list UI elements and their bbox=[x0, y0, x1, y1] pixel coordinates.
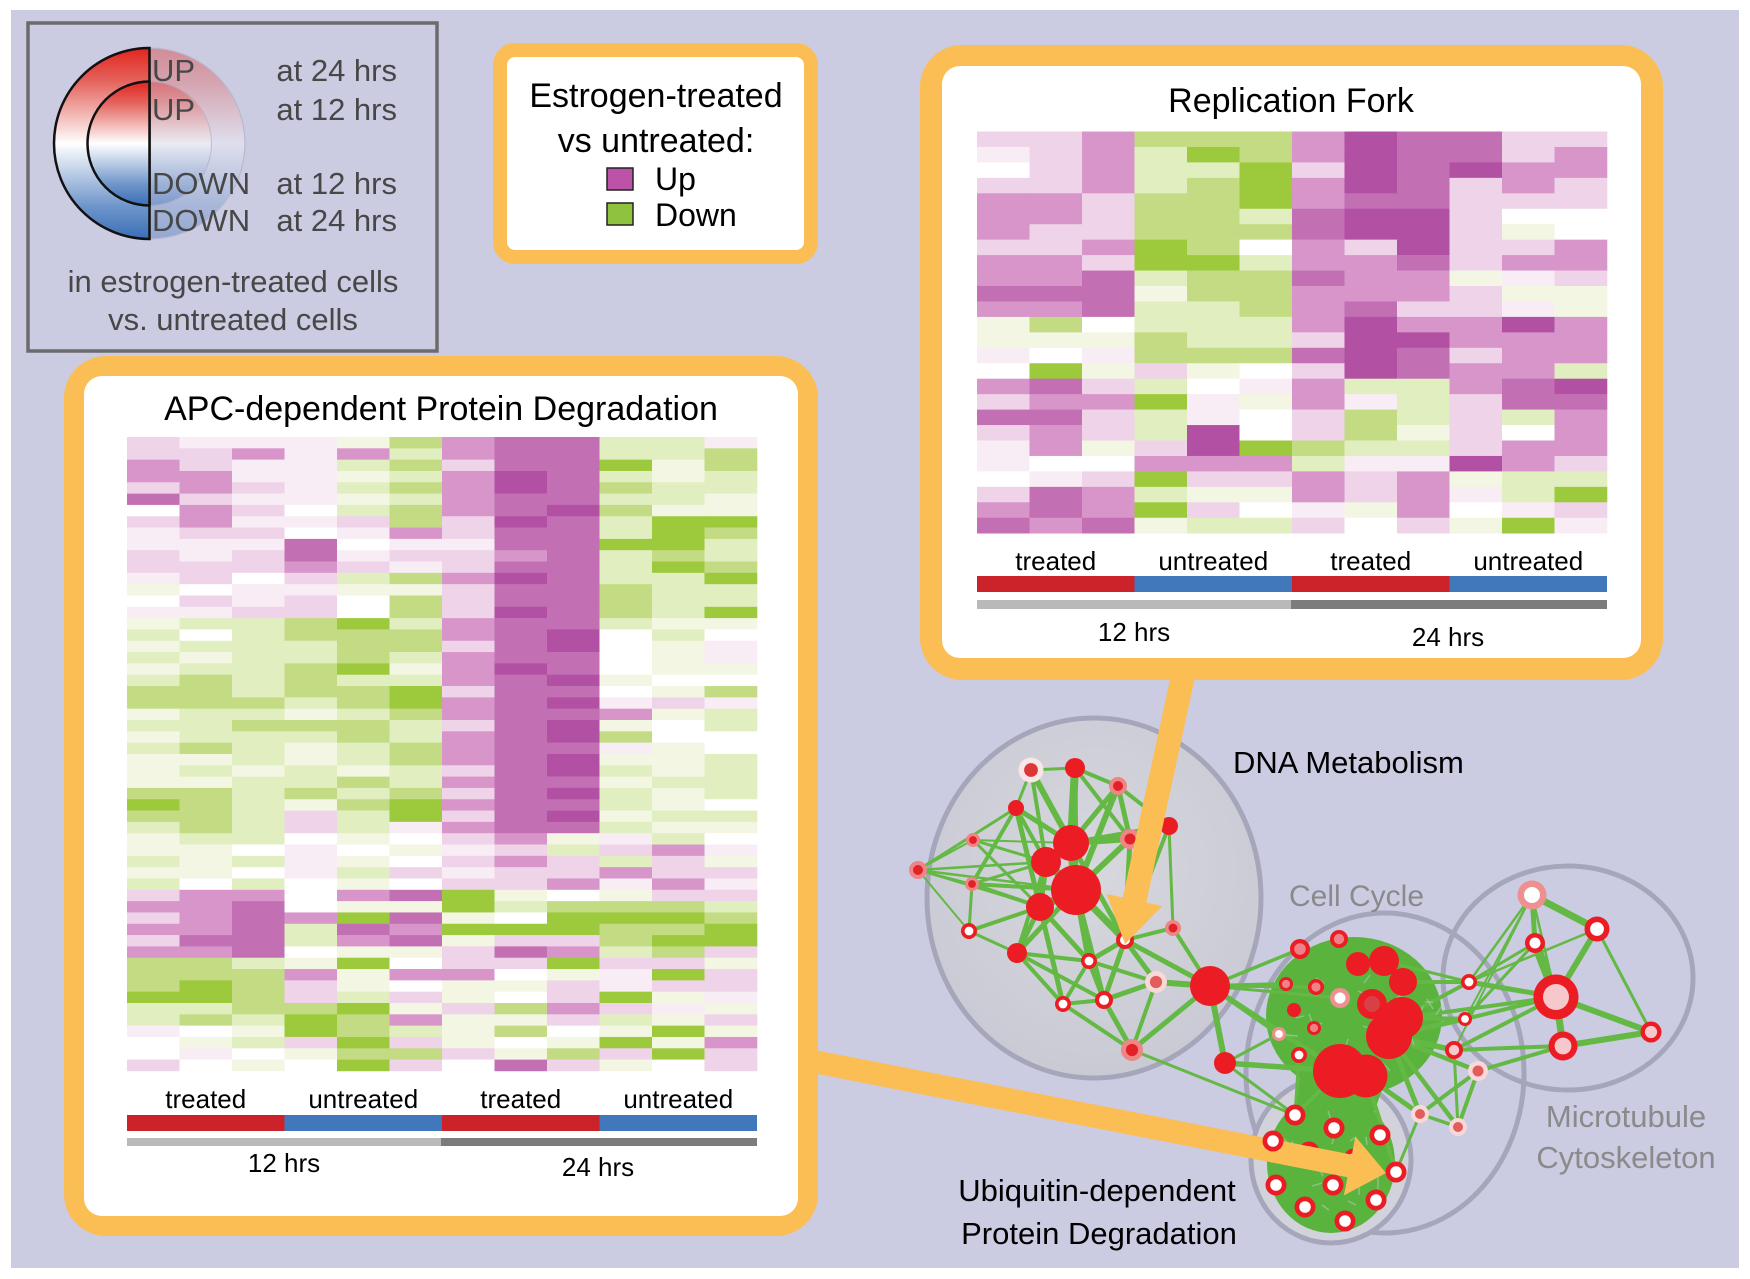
svg-text:at 12 hrs: at 12 hrs bbox=[276, 166, 397, 201]
svg-text:Microtubule: Microtubule bbox=[1546, 1099, 1706, 1134]
svg-text:DNA Metabolism: DNA Metabolism bbox=[1233, 745, 1464, 780]
svg-text:Up: Up bbox=[655, 161, 696, 197]
svg-text:untreated: untreated bbox=[1473, 546, 1583, 576]
svg-text:Protein Degradation: Protein Degradation bbox=[961, 1216, 1237, 1251]
svg-text:treated: treated bbox=[165, 1084, 246, 1114]
svg-text:Estrogen-treated: Estrogen-treated bbox=[529, 77, 782, 115]
svg-text:UP: UP bbox=[152, 53, 195, 88]
svg-text:at 12 hrs: at 12 hrs bbox=[276, 92, 397, 127]
svg-text:untreated: untreated bbox=[308, 1084, 418, 1114]
svg-text:treated: treated bbox=[1330, 546, 1411, 576]
svg-text:Cytoskeleton: Cytoskeleton bbox=[1536, 1140, 1715, 1175]
svg-text:24 hrs: 24 hrs bbox=[562, 1152, 634, 1182]
svg-text:APC-dependent Protein Degradat: APC-dependent Protein Degradation bbox=[164, 390, 718, 428]
svg-text:in estrogen-treated cells: in estrogen-treated cells bbox=[68, 264, 399, 299]
svg-text:untreated: untreated bbox=[623, 1084, 733, 1114]
svg-text:vs. untreated cells: vs. untreated cells bbox=[108, 302, 358, 337]
svg-text:Cell Cycle: Cell Cycle bbox=[1289, 880, 1424, 913]
svg-text:12 hrs: 12 hrs bbox=[248, 1148, 320, 1178]
svg-text:24 hrs: 24 hrs bbox=[1412, 622, 1484, 652]
svg-text:12 hrs: 12 hrs bbox=[1098, 617, 1170, 647]
svg-text:vs untreated:: vs untreated: bbox=[558, 122, 755, 160]
svg-text:UP: UP bbox=[152, 92, 195, 127]
svg-text:treated: treated bbox=[480, 1084, 561, 1114]
svg-text:at 24 hrs: at 24 hrs bbox=[276, 53, 397, 88]
svg-text:treated: treated bbox=[1015, 546, 1096, 576]
svg-text:at 24 hrs: at 24 hrs bbox=[276, 203, 397, 238]
svg-text:untreated: untreated bbox=[1158, 546, 1268, 576]
svg-text:Replication Fork: Replication Fork bbox=[1168, 82, 1415, 120]
svg-text:Down: Down bbox=[655, 197, 737, 233]
svg-text:Ubiquitin-dependent: Ubiquitin-dependent bbox=[958, 1173, 1236, 1208]
svg-text:DOWN: DOWN bbox=[152, 166, 250, 201]
svg-text:DOWN: DOWN bbox=[152, 203, 250, 238]
